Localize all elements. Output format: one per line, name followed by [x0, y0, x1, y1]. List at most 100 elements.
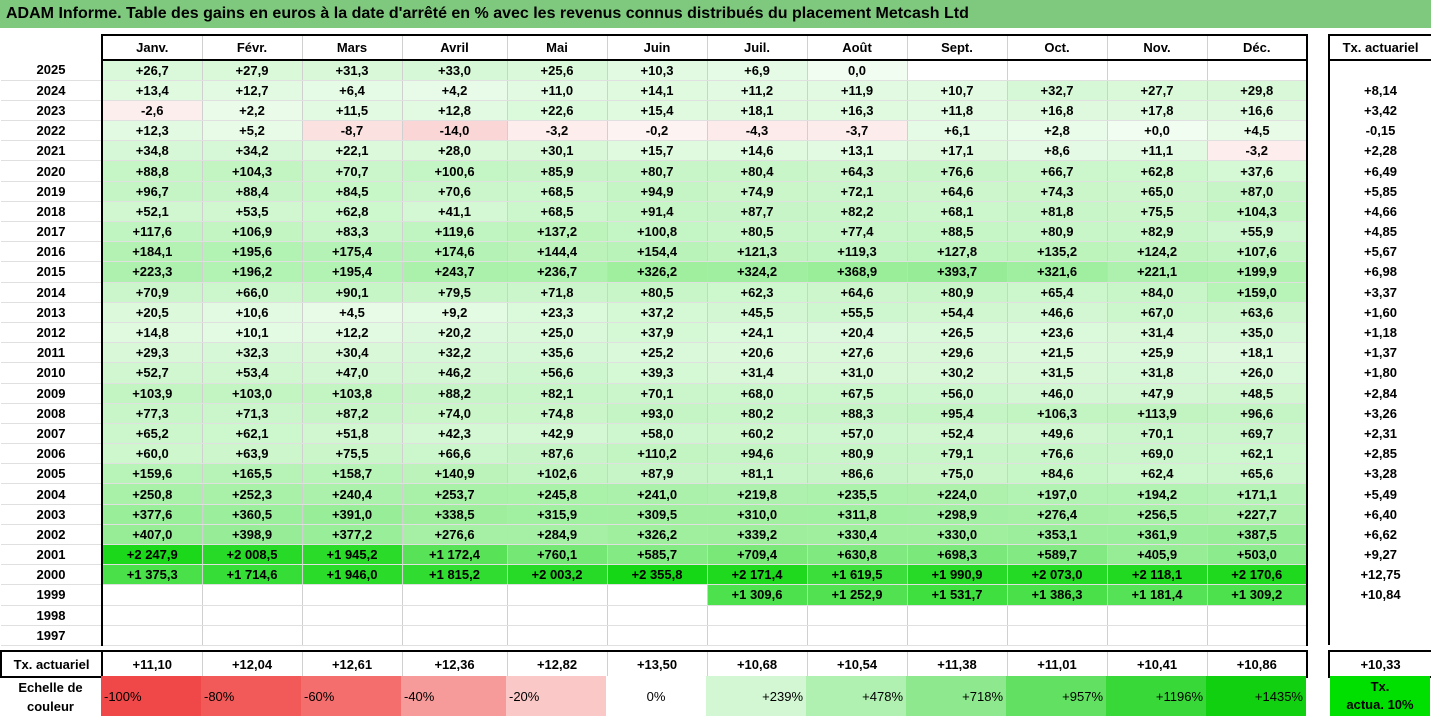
gain-cell: +103,0 [202, 383, 303, 404]
tx-row [1328, 625, 1431, 646]
gain-cell: +25,6 [507, 60, 608, 81]
gain-cell: +68,0 [707, 383, 808, 404]
tx-row: +9,27 [1328, 544, 1431, 565]
gain-cell: +63,6 [1207, 302, 1308, 323]
gain-cell: +2 073,0 [1007, 564, 1108, 586]
gain-cell: +298,9 [907, 504, 1008, 525]
gain-cell: +5,2 [202, 120, 303, 142]
tx-row: +12,75 [1328, 564, 1431, 585]
gain-cell: +11,1 [1107, 140, 1208, 162]
gain-cell: +48,5 [1207, 383, 1308, 404]
gain-cell: +80,2 [707, 403, 808, 424]
gain-cell: +42,9 [507, 423, 608, 445]
gain-cell: +100,8 [607, 221, 708, 243]
gain-cell: +630,8 [807, 544, 908, 566]
gain-cell: +65,4 [1007, 282, 1108, 303]
tx-cell: +10,84 [1328, 584, 1431, 606]
gain-cell: +74,8 [507, 403, 608, 424]
gain-cell: +119,3 [807, 241, 908, 263]
table-row: 2001 +2 247,9 +2 008,5 +1 945,2 +1 172,4 +760… [1, 544, 1308, 566]
tx-row: +3,28 [1328, 463, 1431, 484]
gain-cell: +223,3 [102, 261, 203, 283]
table-row: 2002 +407,0 +398,9 +377,2 +276,6 +284,9 +326,2… [1, 524, 1308, 546]
gain-cell [202, 605, 303, 626]
gain-cell: +87,2 [302, 403, 403, 424]
gain-cell: -8,7 [302, 120, 403, 142]
header-corner [1, 35, 103, 60]
gain-cell: +80,5 [607, 282, 708, 303]
gain-cell: +27,9 [202, 60, 303, 81]
footer-tx-cell: +10,68 [707, 650, 808, 679]
gain-cell: +1 945,2 [302, 544, 403, 566]
gain-cell: -0,2 [607, 120, 708, 142]
gain-cell: +46,6 [1007, 302, 1108, 323]
gain-cell: +1 990,9 [907, 564, 1008, 586]
gain-cell: +34,8 [102, 140, 203, 162]
row-year: 2011 [1, 342, 103, 364]
gain-cell: +81,8 [1007, 201, 1108, 223]
gain-cell [102, 605, 203, 626]
gain-cell: +82,9 [1107, 221, 1208, 243]
gain-cell: -3,2 [1207, 140, 1308, 162]
tx-cell: +9,27 [1328, 544, 1431, 565]
gain-cell: +35,6 [507, 342, 608, 364]
table-row: 2014 +70,9 +66,0 +90,1 +79,5 +71,8 +80,5 +62,3 +… [1, 282, 1308, 303]
tx-row: +6,98 [1328, 261, 1431, 283]
gain-cell: +46,2 [402, 362, 508, 384]
table-row: 1998 [1, 605, 1308, 626]
gain-cell: +197,0 [1007, 483, 1108, 505]
tx-legend-line2: actua. 10% [1346, 697, 1414, 712]
gain-cell: +315,9 [507, 504, 608, 525]
tx-cell: +6,62 [1328, 524, 1431, 545]
gain-cell: +135,2 [1007, 241, 1108, 263]
gain-cell: +80,9 [907, 282, 1008, 303]
gain-cell: +81,1 [707, 463, 808, 485]
header-month-8: Août [807, 34, 908, 61]
gain-cell: +47,9 [1107, 383, 1208, 404]
gain-cell: +55,9 [1207, 221, 1308, 243]
gain-cell: +88,3 [807, 403, 908, 424]
gain-cell: +103,8 [302, 383, 403, 404]
gain-cell: +74,9 [707, 181, 808, 202]
header-month-6: Juin [607, 34, 708, 61]
gain-cell [907, 605, 1008, 626]
row-year: 2021 [1, 140, 103, 162]
table-row: 2019 +96,7 +88,4 +84,5 +70,6 +68,5 +94,9 +74,9 +… [1, 181, 1308, 202]
tx-legend-line1: Tx. [1370, 679, 1390, 694]
header-month-9: Sept. [907, 34, 1008, 61]
gain-cell: +391,0 [302, 504, 403, 525]
gain-cell [807, 605, 908, 626]
gain-cell: +20,4 [807, 322, 908, 344]
color-scale-tx-legend: Tx. actua. 10% [1330, 676, 1430, 716]
gain-cell: +75,0 [907, 463, 1008, 485]
gain-cell: +311,8 [807, 504, 908, 525]
gain-cell [907, 60, 1008, 81]
color-scale-label-line2: couleur [27, 699, 74, 714]
tx-row: +4,66 [1328, 201, 1431, 222]
color-scale-swatch: +1196% [1106, 676, 1206, 716]
color-scale-swatch: -80% [201, 676, 301, 716]
gain-cell: +14,1 [607, 80, 708, 101]
table-row: 2024 +13,4 +12,7 +6,4 +4,2 +11,0 +14,1 +11,2 +11… [1, 80, 1308, 101]
tx-cell: +1,80 [1328, 362, 1431, 383]
tx-row: +5,49 [1328, 483, 1431, 505]
row-year: 2010 [1, 362, 103, 384]
footer-tx-cell: +11,01 [1007, 650, 1108, 679]
gain-cell: +63,9 [202, 443, 303, 465]
gain-cell: +76,6 [907, 160, 1008, 182]
gain-cell: +22,6 [507, 100, 608, 122]
gain-cell [1007, 625, 1108, 646]
row-year: 2009 [1, 383, 103, 404]
table-row: 2009 +103,9 +103,0 +103,8 +88,2 +82,1 +70,1 +68… [1, 383, 1308, 404]
gain-cell: +221,1 [1107, 261, 1208, 283]
gain-cell: +80,9 [1007, 221, 1108, 243]
gain-cell: +236,7 [507, 261, 608, 283]
row-year: 2008 [1, 403, 103, 424]
gain-cell: +393,7 [907, 261, 1008, 283]
color-scale-value: -20% [509, 688, 540, 704]
gain-cell: +76,6 [1007, 443, 1108, 465]
tx-cell: +4,66 [1328, 201, 1431, 222]
gain-cell: +12,7 [202, 80, 303, 101]
gain-cell: +18,1 [1207, 342, 1308, 364]
gain-cell: +13,4 [102, 80, 203, 101]
